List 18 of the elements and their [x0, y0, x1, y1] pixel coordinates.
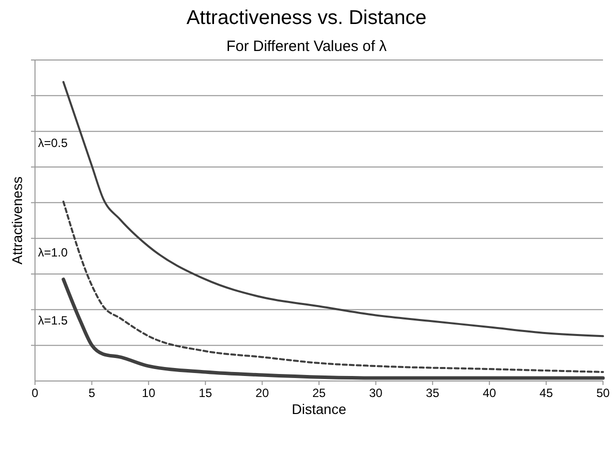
x-axis-title: Distance [292, 401, 346, 417]
series-label: λ=1.0 [38, 246, 68, 260]
x-tick-label: 20 [256, 386, 270, 400]
chart-subtitle: For Different Values of λ [226, 38, 388, 55]
x-tick-label: 35 [426, 386, 440, 400]
x-tick-label: 50 [596, 386, 610, 400]
x-tick-label: 5 [88, 386, 96, 400]
x-tick-label: 10 [142, 386, 156, 400]
x-tick-label: 15 [198, 386, 212, 400]
series-label: λ=1.5 [38, 313, 68, 328]
x-tick-label: 30 [369, 386, 383, 400]
x-tick-label: 0 [32, 386, 39, 400]
series-label: λ=0.5 [38, 136, 68, 150]
x-tick-label: 40 [482, 386, 496, 400]
chart-title: Attractiveness vs. Distance [186, 7, 427, 29]
y-axis-title: Attractiveness [9, 176, 25, 264]
x-tick-label: 45 [540, 386, 554, 400]
x-tick-label: 25 [312, 386, 326, 400]
